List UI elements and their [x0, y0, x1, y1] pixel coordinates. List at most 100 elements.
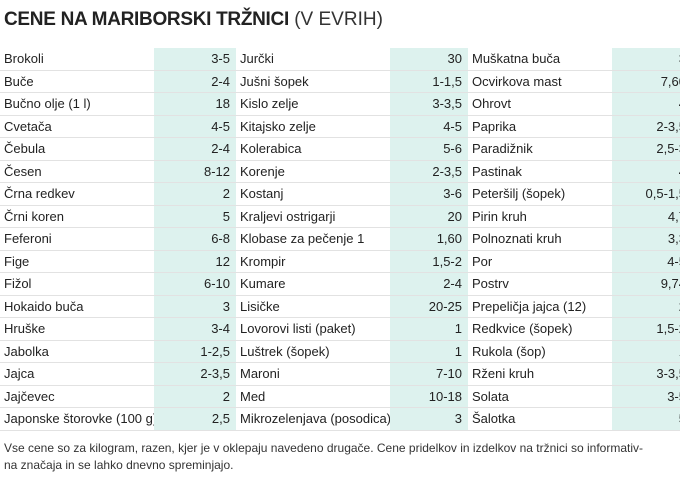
- item-price: 2,5: [154, 408, 236, 430]
- table-row: Kitajsko zelje 4-5: [236, 115, 468, 138]
- item-price: 2: [154, 183, 236, 205]
- title: CENE NA MARIBORSKI TRŽNICI: [4, 9, 289, 30]
- item-name: Kraljevi ostrigarji: [240, 208, 336, 224]
- item-name: Jušni šopek: [240, 73, 309, 89]
- item-name: Jajčevec: [4, 388, 55, 404]
- item-price: 7,60: [612, 70, 680, 92]
- item-name: Hruške: [4, 321, 46, 337]
- item-price: 30: [390, 48, 468, 70]
- item-name: Solata: [472, 388, 509, 404]
- item-name: Luštrek (šopek): [240, 343, 330, 359]
- item-name: Klobase za pečenje 1: [240, 231, 365, 247]
- table-row: Ocvirkova mast 7,60: [468, 70, 680, 93]
- table-row: Fižol 6-10: [0, 273, 236, 296]
- table-row: Japonske štorovke (100 g) 2,5: [0, 408, 236, 431]
- table-row: Šalotka 5: [468, 408, 680, 431]
- table-row: Hruške 3-4: [0, 318, 236, 341]
- table-row: Kolerabica 5-6: [236, 138, 468, 161]
- item-name: Čebula: [4, 141, 46, 157]
- table-row: Muškatna buča 3: [468, 48, 680, 71]
- item-price: 2-4: [390, 273, 468, 295]
- item-name: Buče: [4, 73, 34, 89]
- table-row: Paprika 2-3,5: [468, 115, 680, 138]
- table-row: Postrv 9,74: [468, 273, 680, 296]
- item-name: Kolerabica: [240, 141, 302, 157]
- item-name: Paradižnik: [472, 141, 533, 157]
- item-name: Kitajsko zelje: [240, 118, 316, 134]
- item-price: 8-12: [154, 160, 236, 182]
- item-name: Pastinak: [472, 163, 522, 179]
- table-row: Polnoznati kruh 3,3: [468, 228, 680, 251]
- table-row: Solata 3-5: [468, 385, 680, 408]
- table-column: Jurčki 30 Jušni šopek 1-1,5 Kislo zelje 3-3,5…: [236, 48, 468, 431]
- item-name: Korenje: [240, 163, 285, 179]
- table-row: Med 10-18: [236, 385, 468, 408]
- table-row: Lisičke 20-25: [236, 295, 468, 318]
- item-price: 5: [154, 205, 236, 227]
- title-bar: CENE NA MARIBORSKI TRŽNICI (V EVRIH): [4, 9, 383, 31]
- item-name: Kumare: [240, 276, 286, 292]
- table-column: Muškatna buča3Ocvirkova mast7,60Ohrovt4P…: [468, 48, 680, 431]
- item-name: Črna redkev: [4, 186, 75, 202]
- item-price: 20-25: [390, 295, 468, 317]
- table-row: Hokaido buča 3: [0, 295, 236, 318]
- item-name: Prepeličja jajca (12): [472, 298, 587, 314]
- item-price: 3: [390, 408, 468, 430]
- item-price: 2-3,5: [390, 160, 468, 182]
- table-row: Kislo zelje 3-3,5: [236, 93, 468, 116]
- item-price: 0,5-1,5: [612, 183, 680, 205]
- table-row: Bučno olje (1 l) 18: [0, 93, 236, 116]
- item-name: Fige: [4, 253, 30, 269]
- table-row: Redkvice (šopek) 1,5-2: [468, 318, 680, 341]
- item-price: 5: [612, 408, 680, 430]
- item-price: 2-4: [154, 70, 236, 92]
- item-price: 3-5: [612, 385, 680, 407]
- table-row: Česen 8-12: [0, 160, 236, 183]
- item-price: 3-3,5: [612, 363, 680, 385]
- table-row: Brokoli 3-5: [0, 48, 236, 71]
- item-name: Hokaido buča: [4, 298, 84, 314]
- table-row: Cvetača 4-5: [0, 115, 236, 138]
- item-price: 4-5: [390, 115, 468, 137]
- item-price: 1: [390, 340, 468, 362]
- item-price: 3: [612, 48, 680, 70]
- item-price: 1,5-2: [612, 318, 680, 340]
- item-price: 4-5: [612, 250, 680, 272]
- item-price: 2-3,5: [154, 363, 236, 385]
- item-name: Por: [472, 253, 493, 269]
- item-price: 4-5: [154, 115, 236, 137]
- item-name: Paprika: [472, 118, 517, 134]
- item-price: 2-4: [154, 138, 236, 160]
- table-row: Jabolka 1-2,5: [0, 340, 236, 363]
- item-name: Rukola (šop): [472, 343, 546, 359]
- item-name: Feferoni: [4, 231, 52, 247]
- item-price: 9,74: [612, 273, 680, 295]
- table-row: Prepeličja jajca (12) 2: [468, 295, 680, 318]
- table-row: Rženi kruh 3-3,5: [468, 363, 680, 386]
- item-name: Postrv: [472, 276, 509, 292]
- table-row: Rukola (šop) 1: [468, 340, 680, 363]
- item-price: 1,5-2: [390, 250, 468, 272]
- item-price: 4,7: [612, 205, 680, 227]
- item-name: Kislo zelje: [240, 96, 299, 112]
- table-row: Kumare 2-4: [236, 273, 468, 296]
- table-row: Kostanj 3-6: [236, 183, 468, 206]
- item-price: 5-6: [390, 138, 468, 160]
- table-row: Por 4-5: [468, 250, 680, 273]
- item-price: 4: [612, 93, 680, 115]
- item-name: Jurčki: [240, 51, 274, 67]
- item-name: Rženi kruh: [472, 366, 535, 382]
- item-price: 1: [390, 318, 468, 340]
- table-row: Črna redkev 2: [0, 183, 236, 206]
- table-row: Korenje 2-3,5: [236, 160, 468, 183]
- item-price: 3,3: [612, 228, 680, 250]
- table-row: Klobase za pečenje 1 1,60: [236, 228, 468, 251]
- item-price: 2: [612, 295, 680, 317]
- table-row: Peteršilj (šopek) 0,5-1,5: [468, 183, 680, 206]
- item-price: 7-10: [390, 363, 468, 385]
- table-row: Paradižnik 2,5-3: [468, 138, 680, 161]
- item-name: Cvetača: [4, 118, 52, 134]
- table-row: Krompir 1,5-2: [236, 250, 468, 273]
- item-price: 20: [390, 205, 468, 227]
- item-price: 2: [154, 385, 236, 407]
